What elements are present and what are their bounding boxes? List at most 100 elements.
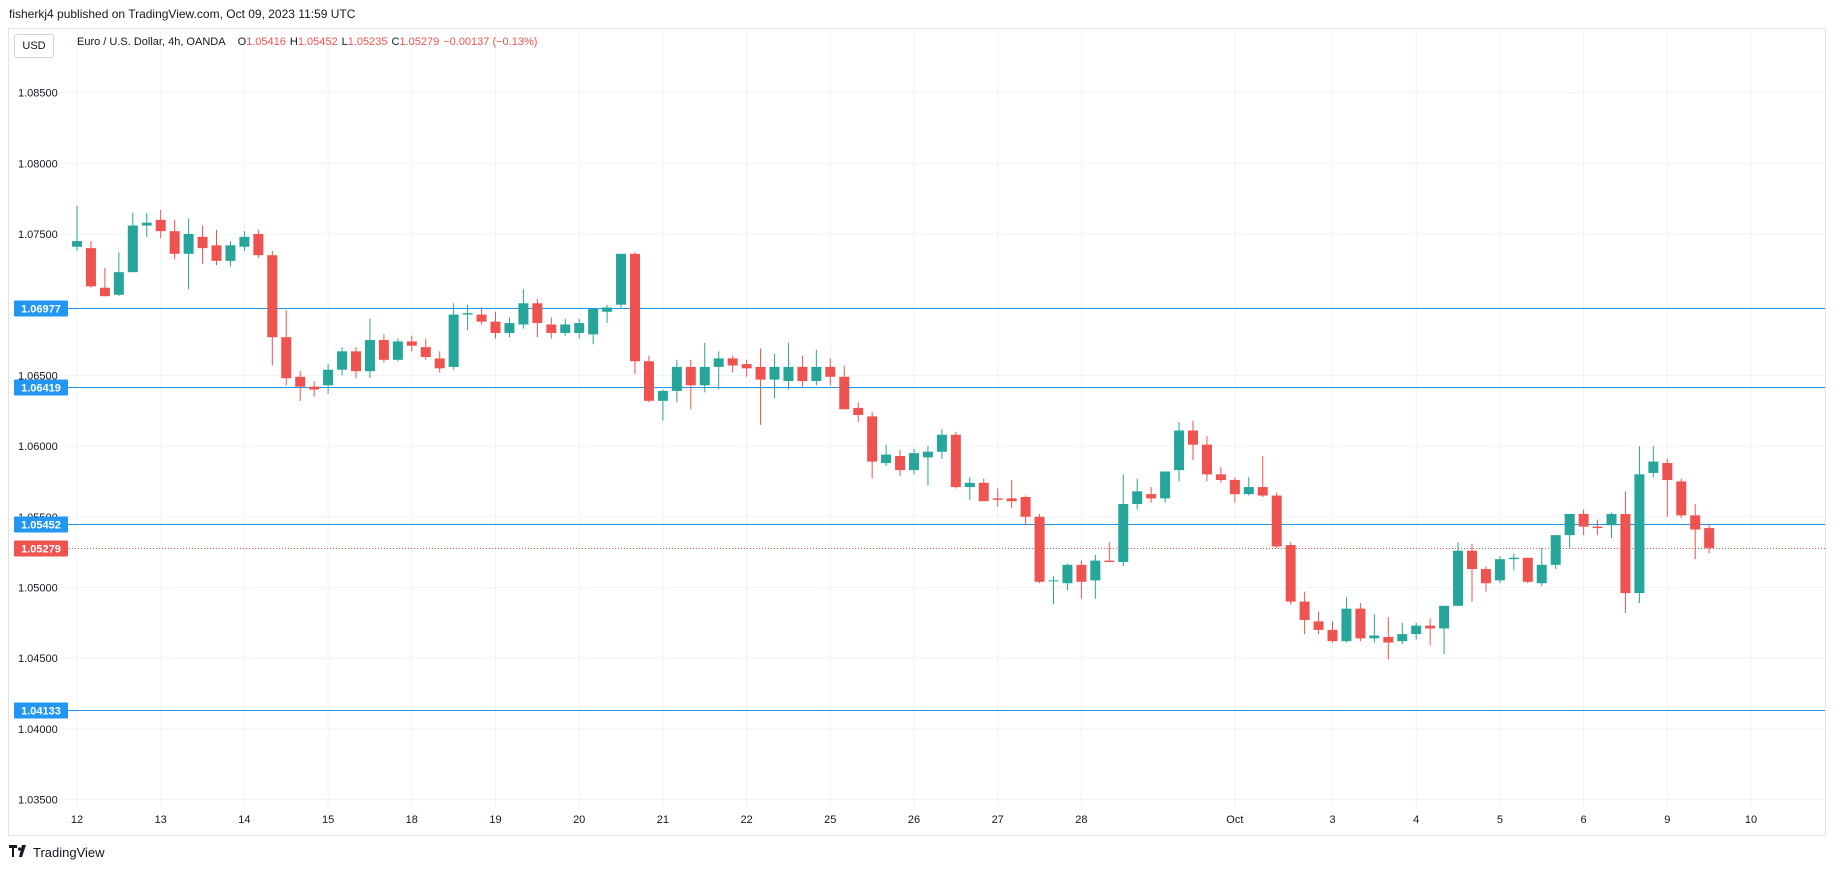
close-value: 1.05279 (399, 36, 440, 48)
candle-body (1006, 498, 1017, 502)
x-tick-label: 12 (71, 814, 83, 826)
candle-body (518, 303, 529, 325)
candle-body (1327, 629, 1338, 642)
candle (1690, 504, 1701, 560)
candle (1341, 597, 1352, 643)
candle (1076, 560, 1087, 599)
chart-frame (8, 28, 1826, 836)
candle-body (1620, 513, 1631, 594)
level-price-label-bg (14, 300, 68, 317)
candle (1313, 611, 1324, 635)
candle-body (699, 366, 710, 386)
candle (783, 342, 794, 390)
candle (1494, 556, 1505, 584)
candle (1578, 509, 1589, 536)
candle (532, 299, 543, 338)
candle-body (685, 366, 696, 386)
candle (1662, 458, 1673, 517)
candle (616, 253, 627, 308)
currency-selector[interactable]: USD (14, 34, 54, 58)
low-value: 1.05235 (347, 36, 388, 48)
x-tick-label: 6 (1581, 814, 1587, 826)
candle-body (211, 245, 222, 261)
candle (392, 338, 403, 362)
candle (560, 318, 571, 336)
candle (1146, 487, 1157, 503)
candle-body (755, 366, 766, 380)
candle (867, 412, 878, 479)
x-tick-label: 5 (1497, 814, 1503, 826)
candle (518, 289, 529, 329)
candle-body (978, 482, 989, 502)
low-label: L (341, 36, 348, 48)
candle-body (281, 337, 292, 379)
candle (964, 477, 975, 500)
candle (643, 355, 654, 403)
candle (1118, 474, 1129, 567)
high-value: 1.05452 (297, 36, 338, 48)
candle-body (1243, 487, 1254, 495)
candle-body (239, 236, 250, 247)
candle-body (337, 351, 348, 370)
y-tick-label: 1.06000 (18, 441, 58, 453)
symbol-legend: Euro / U.S. Dollar, 4h, OANDA O1.05416 H… (77, 36, 537, 48)
candle (1564, 513, 1575, 548)
candle (755, 348, 766, 425)
candle (504, 317, 515, 338)
candle-body (1020, 496, 1031, 517)
tradingview-logo-icon (9, 845, 29, 860)
candle-body (936, 434, 947, 452)
x-tick-label: 9 (1664, 814, 1670, 826)
candle-body (127, 225, 138, 273)
candle-body (1257, 487, 1268, 496)
candle (881, 444, 892, 466)
candle (476, 307, 487, 325)
candle (309, 381, 320, 397)
candle-body (741, 364, 752, 369)
candle-body (1201, 444, 1212, 475)
candle (685, 359, 696, 410)
candle (1132, 478, 1143, 510)
candle (85, 241, 96, 288)
candle-body (462, 313, 473, 315)
x-tick-label: 26 (908, 814, 920, 826)
candle-body (602, 307, 613, 312)
candle-body (448, 314, 459, 367)
candle-body (309, 386, 320, 390)
candle-body (434, 358, 445, 369)
candle (1104, 542, 1115, 562)
candle (1592, 519, 1603, 536)
candle-body (1550, 535, 1561, 565)
candle-body (657, 390, 668, 401)
x-tick-label: 18 (406, 814, 418, 826)
candle (588, 308, 599, 345)
candle (950, 431, 961, 489)
candle (992, 488, 1003, 507)
candle-body (378, 340, 389, 360)
x-tick-label: 14 (238, 814, 250, 826)
candle (1020, 495, 1031, 526)
x-tick-label: 27 (992, 814, 1004, 826)
y-tick-label: 1.04500 (18, 653, 58, 665)
open-label: O (237, 36, 247, 48)
candle (281, 310, 292, 386)
candle-body (811, 366, 822, 382)
tradingview-logo[interactable]: TradingView (9, 845, 105, 860)
x-tick-label: 28 (1075, 814, 1087, 826)
candle-body (1383, 636, 1394, 643)
symbol-title[interactable]: Euro / U.S. Dollar, 4h, OANDA (77, 36, 226, 48)
candle-body (1299, 601, 1310, 620)
candle (1369, 614, 1380, 643)
level-price-label: 1.05452 (21, 520, 61, 532)
candle-body (1215, 474, 1226, 480)
candle-body (909, 453, 919, 471)
candle (1090, 554, 1101, 599)
x-tick-label: 20 (573, 814, 585, 826)
candle-body (853, 407, 864, 415)
y-tick-label: 1.08000 (18, 158, 58, 170)
candle (1006, 480, 1017, 509)
candle (1257, 455, 1268, 497)
candle-body (616, 253, 627, 305)
candle-body (1648, 461, 1659, 473)
